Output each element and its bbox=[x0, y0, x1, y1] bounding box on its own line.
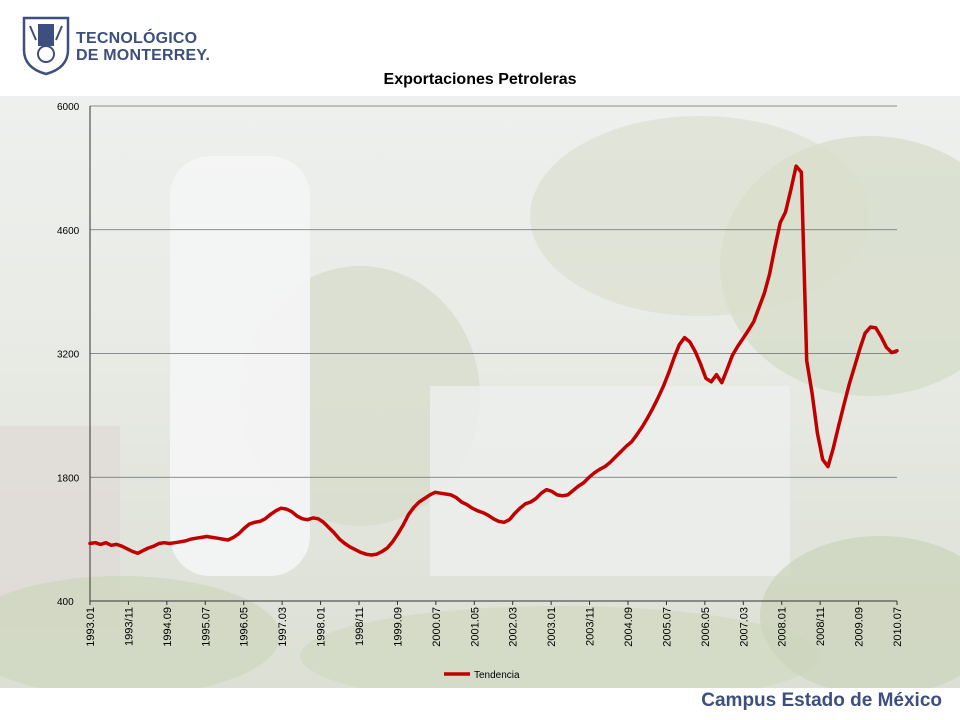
legend-label: Tendencia bbox=[474, 670, 520, 681]
x-tick-label: 2003/11 bbox=[585, 607, 597, 646]
logo-wordmark: TECNOLÓGICO DE MONTERREY. bbox=[76, 30, 210, 64]
series-line-tendencia bbox=[88, 164, 899, 557]
y-tick-label: 4600 bbox=[57, 226, 80, 237]
x-tick-label: 1998.01 bbox=[316, 607, 328, 647]
x-tick-label: 2001.05 bbox=[469, 607, 481, 647]
y-tick-label: 3200 bbox=[57, 350, 80, 361]
x-tick-label: 2008.01 bbox=[777, 607, 789, 647]
x-tick-label: 2006.05 bbox=[700, 607, 712, 647]
x-tick-label: 2004.09 bbox=[623, 607, 635, 647]
x-tick-label: 1998/11 bbox=[354, 607, 366, 646]
logo-line1: TECNOLÓGICO bbox=[76, 30, 198, 47]
x-tick-label: 1993.01 bbox=[85, 607, 97, 647]
x-tick-label: 2010.07 bbox=[892, 607, 904, 647]
x-tick-label: 1996.05 bbox=[239, 607, 251, 647]
x-tick-label: 2000.07 bbox=[431, 607, 443, 647]
campus-photo-illustration bbox=[0, 116, 960, 688]
x-tick-label: 2003.01 bbox=[546, 607, 558, 647]
y-tick-label: 400 bbox=[57, 597, 74, 608]
x-tick-label: 1999.09 bbox=[392, 607, 404, 647]
campus-label: Campus Estado de México bbox=[701, 690, 942, 711]
campus-background-photo bbox=[0, 96, 960, 688]
x-tick-label: 1994.09 bbox=[162, 607, 174, 647]
slide-footer: Campus Estado de México bbox=[0, 688, 960, 720]
logo-line2: DE MONTERREY. bbox=[76, 47, 211, 64]
x-tick-label: 1997.03 bbox=[277, 607, 289, 647]
x-tick-label: 2005.07 bbox=[661, 607, 673, 647]
crest-icon bbox=[22, 16, 70, 76]
x-tick-label: 2009.09 bbox=[854, 607, 866, 647]
x-tick-label: 2008/11 bbox=[815, 607, 827, 646]
x-tick-label: 2002.03 bbox=[508, 607, 520, 647]
tec-logo bbox=[18, 10, 238, 80]
slide-header: TECNOLÓGICO DE MONTERREY. Exportaciones … bbox=[0, 0, 960, 96]
y-tick-label: 6000 bbox=[57, 102, 80, 113]
x-tick-label: 2007.03 bbox=[738, 607, 750, 647]
x-tick-label: 1993/11 bbox=[123, 607, 135, 646]
x-tick-label: 1995.07 bbox=[200, 607, 212, 647]
y-tick-label: 1800 bbox=[57, 473, 80, 484]
chart-title: Exportaciones Petroleras bbox=[383, 71, 577, 88]
